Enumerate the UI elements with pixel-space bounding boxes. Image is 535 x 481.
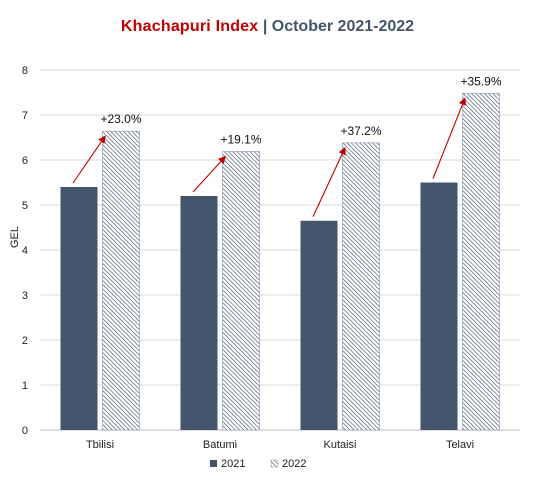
bar-2022 xyxy=(102,130,140,431)
category-label: Batumi xyxy=(203,439,237,451)
legend: 2021 2022 xyxy=(210,458,306,470)
y-tick-label: 6 xyxy=(22,155,28,167)
x-axis-categories: Tbilisi Batumi Kutaisi Telavi xyxy=(86,439,474,451)
bars xyxy=(60,93,500,431)
change-arrow xyxy=(72,135,106,184)
title-subtitle: October 2021-2022 xyxy=(271,18,415,35)
legend-swatch-2021 xyxy=(210,460,217,467)
bar-2022 xyxy=(222,151,260,431)
y-tick-label: 5 xyxy=(22,200,28,212)
category-label: Tbilisi xyxy=(86,439,114,451)
bar-2021 xyxy=(60,187,98,430)
legend-label-2022: 2022 xyxy=(282,458,306,470)
change-arrow xyxy=(192,155,226,193)
bar-2021 xyxy=(180,196,218,430)
change-arrow xyxy=(432,97,467,179)
y-tick-label: 7 xyxy=(22,110,28,122)
y-axis-ticks: 0 1 2 3 4 5 6 7 8 xyxy=(22,65,28,437)
category-label: Telavi xyxy=(446,439,474,451)
y-tick-label: 1 xyxy=(22,380,28,392)
legend-swatch-2022 xyxy=(270,459,279,468)
bar-2021 xyxy=(420,182,458,430)
y-axis-label: GEL xyxy=(9,226,21,248)
change-arrows xyxy=(72,97,467,217)
change-label: +23.0% xyxy=(100,112,141,126)
y-tick-label: 4 xyxy=(22,245,28,257)
title-main: Khachapuri Index xyxy=(120,18,259,35)
y-tick-label: 8 xyxy=(22,65,28,77)
y-tick-label: 2 xyxy=(22,335,28,347)
title-separator: | xyxy=(258,18,272,35)
change-label: +37.2% xyxy=(340,124,381,138)
legend-label-2021: 2021 xyxy=(221,458,245,470)
bar-2021 xyxy=(300,220,338,430)
change-arrow xyxy=(312,146,346,217)
change-label: +35.9% xyxy=(460,74,501,88)
data-labels: +23.0% +19.1% +37.2% +35.9% xyxy=(100,74,501,146)
category-label: Kutaisi xyxy=(323,439,356,451)
chart-title: Khachapuri Index | October 2021-2022 xyxy=(0,18,535,36)
bar-2022 xyxy=(342,142,380,431)
y-tick-label: 3 xyxy=(22,290,28,302)
change-label: +19.1% xyxy=(220,132,261,146)
y-tick-label: 0 xyxy=(22,425,28,437)
bar-2022 xyxy=(462,93,500,431)
